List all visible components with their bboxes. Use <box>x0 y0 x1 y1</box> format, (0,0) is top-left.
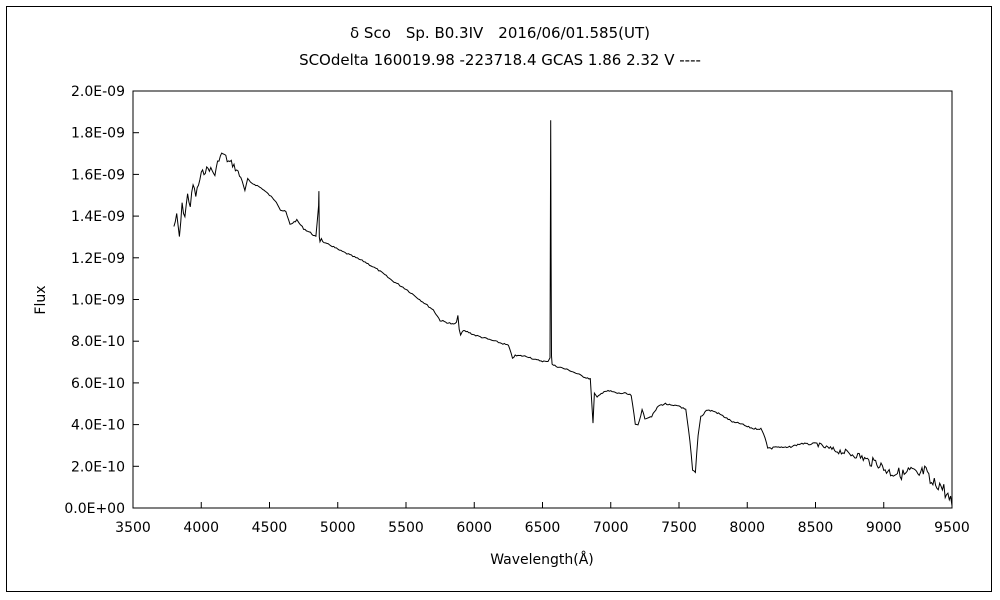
y-tick-label: 1.6E-09 <box>71 167 125 183</box>
y-tick-label: 1.8E-09 <box>71 126 125 142</box>
chart-title: δ Sco Sp. B0.3IV 2016/06/01.585(UT) <box>349 24 650 42</box>
x-tick-label: 8000 <box>729 520 765 536</box>
y-tick-label: 1.2E-09 <box>71 251 125 267</box>
y-tick-label: 1.0E-09 <box>71 293 125 309</box>
y-tick-label: 8.0E-10 <box>71 334 125 350</box>
x-tick-label: 5500 <box>388 520 424 536</box>
x-tick-label: 7000 <box>593 520 629 536</box>
x-tick-label: 9000 <box>866 520 902 536</box>
spectrum-line <box>173 120 953 506</box>
x-tick-label: 4500 <box>252 520 288 536</box>
chart-subtitle: SCOdelta 160019.98 -223718.4 GCAS 1.86 2… <box>299 51 701 69</box>
x-tick-label: 6500 <box>525 520 561 536</box>
y-tick-label: 6.0E-10 <box>71 376 125 392</box>
chart-frame <box>6 6 992 592</box>
x-tick-label: 8500 <box>798 520 834 536</box>
x-tick-label: 7500 <box>661 520 697 536</box>
x-tick-label: 6000 <box>456 520 492 536</box>
x-axis-label: Wavelength(Å) <box>490 551 594 568</box>
y-tick-label: 2.0E-09 <box>71 84 125 100</box>
x-tick-label: 9500 <box>934 520 970 536</box>
y-tick-label: 2.0E-10 <box>71 459 125 475</box>
x-tick-label: 3500 <box>115 520 151 536</box>
y-tick-label: 4.0E-10 <box>71 418 125 434</box>
x-tick-label: 4000 <box>183 520 219 536</box>
y-tick-label: 1.4E-09 <box>71 209 125 225</box>
y-tick-label: 0.0E+00 <box>64 501 125 517</box>
plot-area <box>132 90 953 509</box>
y-axis-label: Flux <box>33 285 49 314</box>
x-tick-label: 5000 <box>320 520 356 536</box>
